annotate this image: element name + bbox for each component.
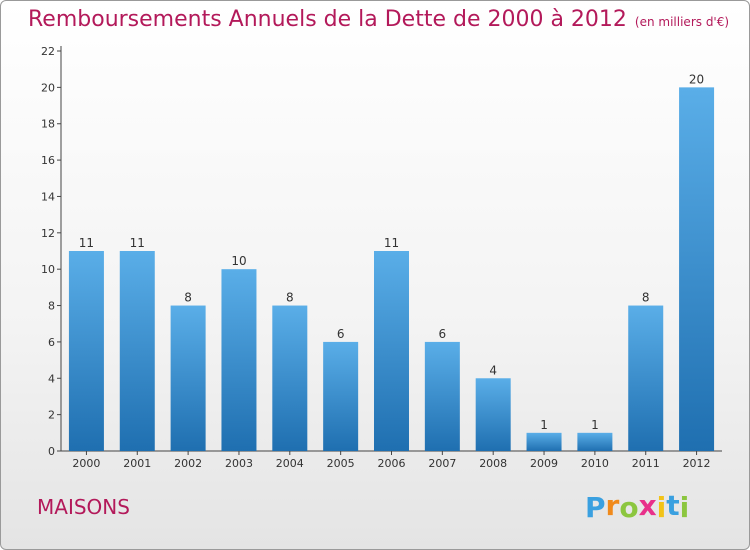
bar <box>475 378 511 451</box>
bar <box>170 305 206 451</box>
y-tick-label: 4 <box>48 372 55 385</box>
logo-letter: o <box>619 491 639 524</box>
logo-letter: i <box>656 491 667 524</box>
y-tick-label: 14 <box>41 190 55 203</box>
y-tick-label: 18 <box>41 118 55 131</box>
data-label: 11 <box>79 236 94 250</box>
data-label: 1 <box>540 418 548 432</box>
location-label: MAISONS <box>37 495 130 519</box>
y-tick-label: 6 <box>48 336 55 349</box>
bar <box>577 432 613 451</box>
y-tick-label: 22 <box>41 45 55 58</box>
data-label: 6 <box>439 327 447 341</box>
y-tick-label: 2 <box>48 409 55 422</box>
data-label: 1 <box>591 418 599 432</box>
data-label: 4 <box>489 363 497 377</box>
x-tick-label: 2001 <box>123 457 151 470</box>
y-tick-label: 20 <box>41 81 55 94</box>
y-tick-label: 8 <box>48 300 55 313</box>
bars <box>68 87 715 451</box>
bar <box>221 269 257 451</box>
bar <box>679 87 715 451</box>
data-label: 8 <box>184 291 192 305</box>
x-tick-label: 2000 <box>72 457 100 470</box>
x-tick-label: 2004 <box>276 457 304 470</box>
x-tick-label: 2002 <box>174 457 202 470</box>
chart-unit: (en milliers d'€) <box>634 15 730 29</box>
bar <box>68 251 104 451</box>
x-tick-label: 2007 <box>428 457 456 470</box>
proxiti-logo: Proxiti <box>585 489 690 524</box>
logo-letter: x <box>638 489 657 522</box>
bar <box>323 341 359 451</box>
data-label: 6 <box>337 327 345 341</box>
x-tick-label: 2008 <box>479 457 507 470</box>
x-tick-label: 2012 <box>683 457 711 470</box>
y-tick-label: 16 <box>41 154 55 167</box>
x-tick-label: 2009 <box>530 457 558 470</box>
bar <box>424 341 460 451</box>
x-tick-label: 2003 <box>225 457 253 470</box>
data-label: 20 <box>689 72 704 86</box>
y-tick-label: 0 <box>48 445 55 458</box>
y-tick-label: 10 <box>41 263 55 276</box>
chart-title: Remboursements Annuels de la Dette de 20… <box>28 7 729 32</box>
bar <box>628 305 664 451</box>
chart-title-text: Remboursements Annuels de la Dette de 20… <box>28 7 627 32</box>
x-tick-label: 2005 <box>327 457 355 470</box>
bar <box>272 305 308 451</box>
logo-letter: P <box>585 491 606 524</box>
y-tick-label: 12 <box>41 227 55 240</box>
bar <box>119 251 155 451</box>
data-label: 8 <box>286 291 294 305</box>
data-label: 10 <box>231 254 246 268</box>
logo-letter: r <box>605 489 620 522</box>
data-label: 11 <box>384 236 399 250</box>
bar <box>374 251 409 451</box>
x-tick-label: 2006 <box>378 457 406 470</box>
x-tick-label: 2010 <box>581 457 609 470</box>
bar <box>526 432 562 451</box>
data-label: 11 <box>130 236 145 250</box>
data-label: 8 <box>642 291 650 305</box>
x-tick-label: 2011 <box>632 457 660 470</box>
logo-letter: i <box>679 491 690 524</box>
logo-letter: t <box>666 489 680 522</box>
